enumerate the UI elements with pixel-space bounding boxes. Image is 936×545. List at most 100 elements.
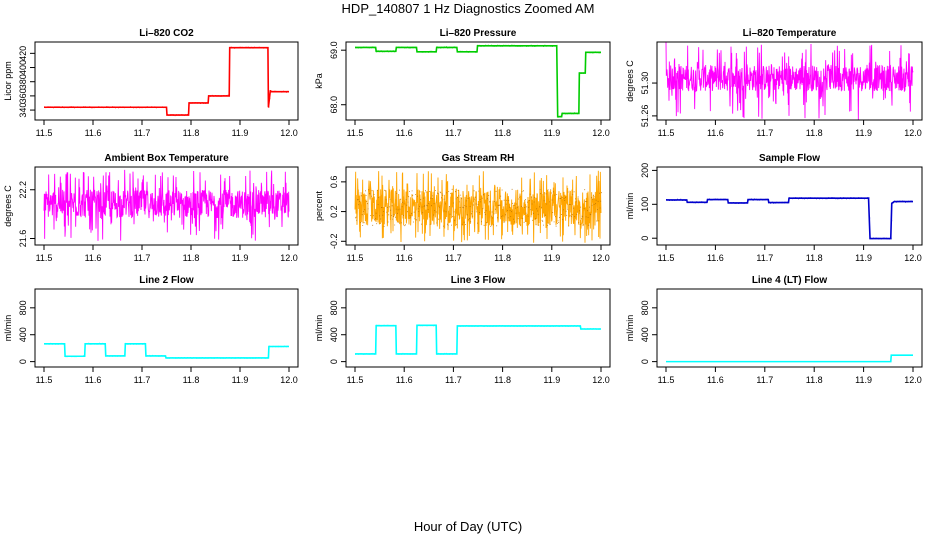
y-axis-label: degrees C	[625, 60, 635, 102]
x-tick-label: 11.8	[494, 253, 511, 263]
x-tick-label: 11.6	[85, 128, 102, 138]
series-line	[666, 197, 913, 240]
x-tick-label: 11.5	[658, 128, 675, 138]
y-tick-label: 0	[640, 236, 650, 241]
x-tick-label: 11.7	[756, 375, 773, 385]
plot-frame	[345, 41, 611, 121]
x-tick-label: 11.8	[183, 128, 200, 138]
x-tick-label: 11.7	[756, 128, 773, 138]
data-series	[354, 170, 602, 243]
panel-title: Line 2 Flow	[139, 275, 194, 286]
series-points	[355, 44, 601, 118]
x-tick-label: 11.8	[806, 253, 823, 263]
data-series	[44, 342, 289, 359]
plot-frame	[345, 166, 611, 246]
plot-frame	[34, 41, 299, 121]
y-axis-label: ml/min	[625, 193, 635, 220]
panel-2: Li–820 Pressure kPa 11.5 11.6 11.7 11.8 11.9 12…	[314, 28, 611, 138]
plot-frame	[34, 166, 299, 246]
plot-frame	[656, 41, 923, 121]
y-tick-label: 51.30	[640, 72, 650, 95]
x-tick-label: 11.5	[347, 253, 364, 263]
panel-title: Li–820 Temperature	[743, 28, 837, 39]
panel-6: Sample Flow ml/min 11.5 11.6 11.7 11.8 11.9 12.…	[625, 153, 923, 263]
x-tick-label: 11.7	[134, 375, 151, 385]
x-tick-label: 11.6	[396, 253, 413, 263]
x-tick-label: 11.9	[855, 375, 872, 385]
x-tick-label: 11.6	[707, 128, 724, 138]
x-tick-label: 11.6	[707, 253, 724, 263]
x-tick-label: 11.9	[232, 253, 249, 263]
x-tick-label: 11.6	[707, 375, 724, 385]
y-tick-label: 380	[18, 74, 28, 89]
figure-title: HDP_140807 1 Hz Diagnostics Zoomed AM	[342, 1, 595, 16]
x-tick-label: 12.0	[280, 128, 298, 138]
y-tick-label: 800	[329, 300, 339, 315]
x-tick-label: 12.0	[592, 128, 610, 138]
series-line	[354, 170, 602, 243]
y-tick-label: 400	[329, 327, 339, 342]
x-tick-label: 12.0	[904, 253, 922, 263]
x-tick-label: 11.8	[494, 375, 511, 385]
series-line	[44, 46, 289, 116]
y-tick-label: 340	[18, 103, 28, 118]
panel-9: Line 4 (LT) Flow ml/min 11.5 11.6 11.7 11.8 11…	[625, 275, 923, 385]
y-tick-label: 400	[18, 327, 28, 342]
x-tick-label: 11.6	[85, 375, 102, 385]
series-line	[355, 324, 601, 355]
plot-frame	[345, 288, 611, 368]
y-axis-label: ml/min	[3, 315, 13, 342]
panel-7: Line 2 Flow ml/min 11.5 11.6 11.7 11.8 11.9 12.…	[3, 275, 299, 385]
x-tick-label: 11.5	[658, 375, 675, 385]
x-tick-label: 11.7	[445, 128, 462, 138]
data-series	[666, 354, 913, 363]
data-series	[355, 44, 601, 118]
y-tick-label: 400	[640, 327, 650, 342]
panel-title: Ambient Box Temperature	[104, 153, 229, 164]
x-tick-label: 11.7	[134, 128, 151, 138]
y-tick-label: 51.26	[640, 105, 650, 128]
series-points	[44, 46, 289, 117]
x-tick-label: 11.5	[658, 253, 675, 263]
series-points	[44, 342, 289, 359]
x-tick-label: 11.9	[232, 375, 249, 385]
y-axis-label: ml/min	[625, 315, 635, 342]
x-tick-label: 11.5	[36, 128, 53, 138]
series-line	[666, 354, 913, 363]
panel-title: Li–820 CO2	[139, 28, 194, 39]
x-tick-label: 11.7	[445, 375, 462, 385]
series-line	[355, 45, 601, 118]
series-line	[43, 169, 290, 241]
data-series	[355, 324, 601, 355]
x-tick-label: 11.8	[806, 128, 823, 138]
x-tick-label: 12.0	[280, 375, 298, 385]
x-tick-label: 12.0	[592, 253, 610, 263]
x-tick-label: 12.0	[904, 375, 922, 385]
y-tick-label: 800	[640, 300, 650, 315]
y-tick-label: 200	[640, 163, 650, 178]
series-points	[666, 197, 913, 240]
x-tick-label: 11.6	[85, 253, 102, 263]
x-tick-label: 11.9	[855, 128, 872, 138]
y-tick-label: 0	[18, 359, 28, 364]
x-tick-label: 12.0	[280, 253, 298, 263]
x-tick-label: 12.0	[592, 375, 610, 385]
y-tick-label: 68.0	[329, 96, 339, 114]
x-tick-label: 11.8	[494, 128, 511, 138]
x-tick-label: 11.5	[36, 253, 53, 263]
y-tick-label: 800	[18, 300, 28, 315]
x-tick-label: 11.9	[543, 128, 560, 138]
x-axis-label: Hour of Day (UTC)	[414, 519, 522, 534]
x-tick-label: 11.6	[396, 375, 413, 385]
y-axis-label: kPa	[314, 73, 324, 89]
series-points	[355, 188, 602, 227]
x-tick-label: 11.9	[543, 253, 560, 263]
x-tick-label: 11.5	[36, 375, 53, 385]
data-series	[44, 46, 289, 117]
x-tick-label: 11.9	[543, 375, 560, 385]
panel-title: Sample Flow	[759, 153, 820, 164]
y-tick-label: 0	[329, 359, 339, 364]
y-axis-label: degrees C	[3, 185, 13, 227]
plot-frame	[656, 288, 923, 368]
y-tick-label: 100	[640, 197, 650, 212]
